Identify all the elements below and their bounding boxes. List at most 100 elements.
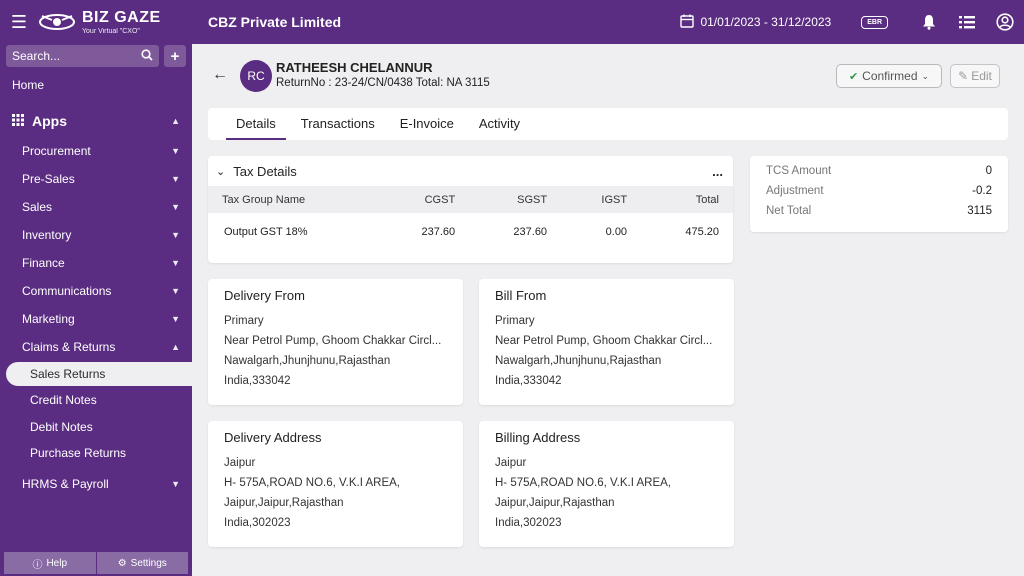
date-range-picker[interactable]: 01/01/2023 - 31/12/2023 (680, 14, 831, 31)
tax-details-title: Tax Details (233, 163, 297, 179)
totals-value: 3115 (967, 205, 992, 217)
sidebar-item-label: Procurement (22, 144, 91, 158)
edit-label: Edit (971, 69, 992, 83)
chevron-down-icon: ▼ (171, 314, 180, 324)
card-title: Delivery Address (224, 430, 322, 445)
totals-label: Adjustment (766, 185, 824, 197)
card-title: Billing Address (495, 430, 581, 445)
address-line: India,333042 (224, 375, 291, 387)
status-dropdown-button[interactable]: ✔ Confirmed ⌄ (836, 64, 942, 88)
status-label: Confirmed (862, 69, 918, 83)
edit-button[interactable]: ✎ Edit (950, 64, 1000, 88)
chevron-down-icon: ▼ (171, 478, 180, 489)
card-title: Delivery From (224, 288, 305, 303)
chevron-down-icon: ▼ (171, 286, 180, 296)
chevron-up-icon: ▲ (171, 116, 180, 126)
sidebar-subitem-sales-returns[interactable]: Sales Returns (6, 362, 192, 386)
totals-value: -0.2 (972, 185, 992, 197)
gear-icon: ⚙ (117, 557, 127, 569)
totals-card: TCS Amount 0 Adjustment -0.2 Net Total 3115 (750, 156, 1008, 232)
chevron-down-icon: ▼ (171, 230, 180, 240)
calendar-icon (680, 14, 695, 31)
chevron-down-icon: ▼ (171, 202, 180, 212)
chevron-down-icon: ▼ (171, 146, 180, 156)
brand-name: BIZ GAZE (82, 8, 161, 26)
tab-e-invoice[interactable]: E-Invoice (399, 116, 454, 131)
sidebar-item-procurement[interactable]: Procurement ▼ (0, 137, 192, 165)
column-header: SGST (469, 186, 562, 213)
address-line: Near Petrol Pump, Ghoom Chakkar Circl... (224, 335, 442, 347)
search-icon[interactable] (141, 48, 153, 64)
sidebar-item-label: Inventory (22, 228, 72, 242)
back-arrow-icon[interactable]: ← (212, 66, 228, 83)
sidebar-item-claims-returns[interactable]: Claims & Returns ▲ (0, 333, 192, 361)
ebr-badge-button[interactable]: EBR (861, 15, 888, 29)
checklist-icon[interactable] (948, 15, 986, 29)
sidebar-item-label: Finance (22, 256, 65, 270)
sidebar-subitem-credit-notes[interactable]: Credit Notes (30, 393, 97, 408)
sidebar-item-label: Communications (22, 284, 112, 298)
column-header: IGST (561, 186, 642, 213)
sidebar-item-communications[interactable]: Communications ▼ (0, 277, 192, 305)
record-subtitle: ReturnNo : 23-24/CN/0438 Total: NA 3115 (276, 77, 490, 89)
sidebar-apps-header[interactable]: Apps ▲ (0, 110, 192, 132)
table-cell: Output GST 18% (224, 225, 308, 238)
chevron-down-icon: ▼ (171, 174, 180, 184)
bill-from-card: Bill From Primary Near Petrol Pump, Ghoo… (479, 279, 734, 405)
tab-bar: Details Transactions E-Invoice Activity (208, 108, 1008, 140)
address-line: India,333042 (495, 375, 562, 387)
sidebar-item-pre-sales[interactable]: Pre-Sales ▼ (0, 165, 192, 193)
user-profile-icon[interactable] (986, 13, 1024, 31)
more-options-icon[interactable]: ... (712, 163, 723, 179)
sidebar-item-label: HRMS & Payroll (22, 476, 109, 491)
address-line: India,302023 (495, 517, 562, 529)
apps-label: Apps (32, 113, 67, 129)
tab-transactions[interactable]: Transactions (300, 116, 375, 131)
sidebar-item-hrms-payroll[interactable]: HRMS & Payroll ▼ (0, 470, 192, 498)
settings-button[interactable]: ⚙ Settings (97, 552, 189, 574)
brand-logo[interactable]: BIZ GAZE Your Virtual "CXO" (38, 8, 190, 35)
sidebar-subitem-purchase-returns[interactable]: Purchase Returns (30, 446, 127, 461)
sidebar-item-home[interactable]: Home (12, 78, 45, 92)
check-circle-icon: ✔ (848, 70, 859, 83)
sidebar-item-finance[interactable]: Finance ▼ (0, 249, 192, 277)
table-cell: 237.60 (421, 225, 456, 238)
sidebar: Search... + Home Apps ▲ Procurement ▼ Pre… (0, 44, 192, 576)
record-title: RATHEESH CHELANNUR (276, 60, 433, 75)
totals-row: Adjustment -0.2 (766, 181, 992, 201)
top-bar: ☰ BIZ GAZE Your Virtual "CXO" CBZ Privat… (0, 0, 1024, 44)
logo-icon (38, 12, 76, 32)
totals-label: TCS Amount (766, 165, 832, 177)
menu-icon[interactable]: ☰ (10, 11, 28, 32)
add-button[interactable]: + (164, 45, 186, 67)
sidebar-item-inventory[interactable]: Inventory ▼ (0, 221, 192, 249)
address-line: Nawalgarh,Jhunjhunu,Rajasthan (495, 355, 662, 367)
help-icon: ⓘ (32, 559, 43, 571)
sidebar-item-label: Claims & Returns (22, 340, 116, 354)
address-line: Jaipur,Jaipur,Rajasthan (495, 497, 615, 509)
address-line: Jaipur (495, 457, 527, 469)
sidebar-item-marketing[interactable]: Marketing ▼ (0, 305, 192, 333)
tax-details-card: ⌄ Tax Details ... Tax Group Name CGST SG… (208, 156, 733, 263)
sidebar-subitem-debit-notes[interactable]: Debit Notes (30, 419, 93, 434)
address-line: H- 575A,ROAD NO.6, V.K.I AREA, (224, 477, 400, 489)
bell-icon[interactable] (910, 14, 948, 30)
totals-row: TCS Amount 0 (766, 161, 992, 181)
sidebar-item-label: Sales (22, 200, 53, 214)
sidebar-search-input[interactable]: Search... (6, 45, 159, 67)
chevron-down-icon: ⌄ (921, 70, 930, 81)
settings-label: Settings (130, 557, 167, 569)
record-header: ← RC RATHEESH CHELANNUR ReturnNo : 23-24… (192, 44, 1024, 106)
sidebar-footer: ⓘ Help ⚙ Settings (4, 552, 188, 574)
address-line: Jaipur,Jaipur,Rajasthan (224, 497, 344, 509)
main-content: ← RC RATHEESH CHELANNUR ReturnNo : 23-24… (192, 44, 1024, 576)
address-line: India,302023 (224, 517, 291, 529)
chevron-down-icon[interactable]: ⌄ (216, 165, 226, 178)
tab-activity[interactable]: Activity (478, 116, 521, 131)
help-button[interactable]: ⓘ Help (4, 552, 97, 574)
delivery-from-card: Delivery From Primary Near Petrol Pump, … (208, 279, 463, 405)
address-line: Primary (224, 315, 264, 327)
tab-details[interactable]: Details (226, 116, 286, 140)
company-name[interactable]: CBZ Private Limited (208, 14, 342, 30)
sidebar-item-sales[interactable]: Sales ▼ (0, 193, 192, 221)
